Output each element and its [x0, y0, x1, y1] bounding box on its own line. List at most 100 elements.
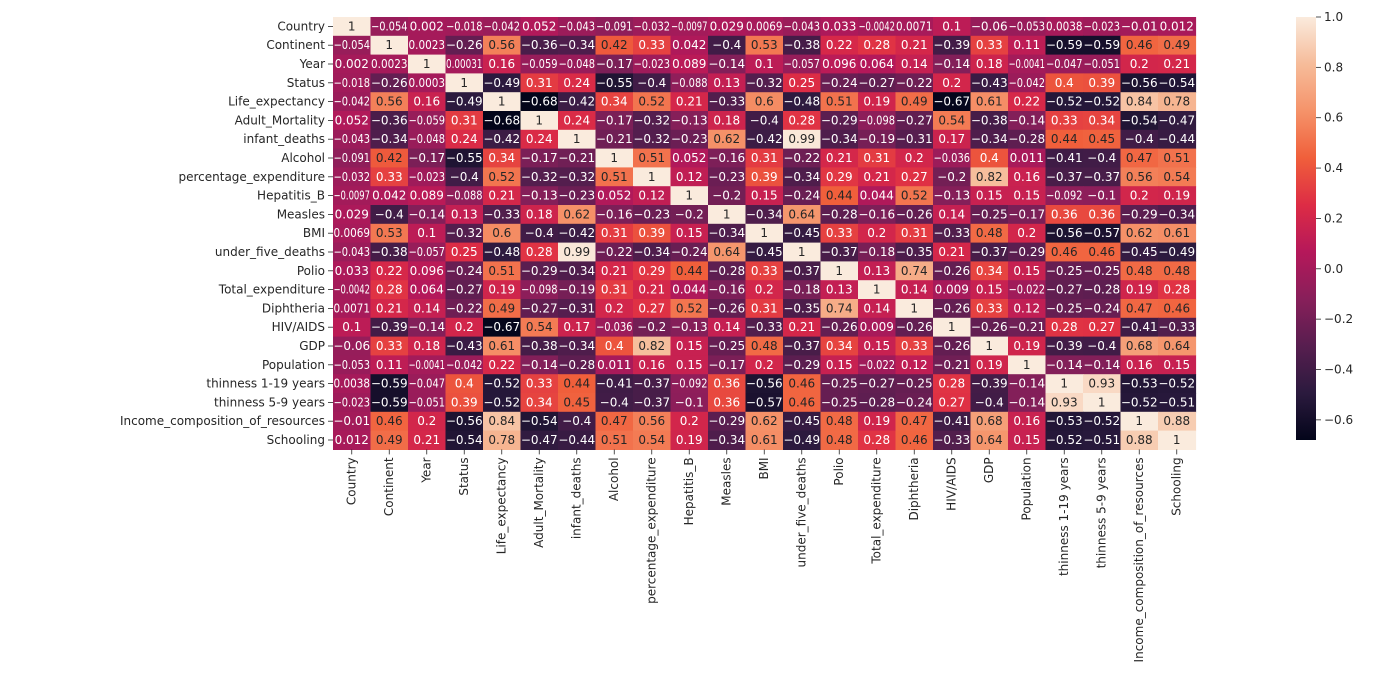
- cell-value-label: 0.033: [335, 264, 369, 278]
- cell-value-label: −0.41: [933, 414, 970, 428]
- cell-value-label: −0.054: [371, 19, 408, 33]
- cell-value-label: 0.24: [451, 132, 478, 146]
- heatmap-cell-country-measles: [708, 17, 747, 37]
- heatmap-cell-hiv-aids-continent: [370, 317, 409, 338]
- heatmap-cell-schooling-polio: [820, 430, 859, 450]
- cell-value-label: 0.46: [901, 433, 928, 447]
- cell-value-label: 0.34: [601, 95, 628, 109]
- cell-value-label: 0.4: [1055, 76, 1074, 90]
- heatmap-cell-country-diphtheria: [895, 17, 934, 37]
- colorbar-tick-label: 0.0: [1324, 262, 1343, 276]
- heatmap-cell-life-expectancy-continent: [370, 92, 409, 112]
- cell-value-label: 0.34: [826, 339, 853, 353]
- cell-value-label: −0.34: [821, 132, 858, 146]
- y-tick-label-population: Population: [262, 358, 325, 372]
- heatmap-cell-schooling-continent: [370, 430, 409, 450]
- heatmap-cell-population-schooling: [1158, 355, 1197, 375]
- cell-value-label: 0.0003: [409, 76, 446, 90]
- cell-value-label: 0.51: [638, 151, 665, 165]
- cell-value-label: 0.12: [676, 170, 703, 184]
- heatmap-cell-thinness-1-19-years-alcohol: [595, 374, 634, 394]
- heatmap-cell-thinness-1-19-years-hiv-aids: [933, 374, 972, 394]
- cell-value-label: 0.31: [526, 76, 553, 90]
- cell-value-label: −0.17: [708, 358, 745, 372]
- cell-value-label: −0.17: [408, 151, 445, 165]
- heatmap-cell-gdp-population: [1008, 336, 1047, 356]
- heatmap-cell-under-five-deaths-thinness-5-9-years: [1083, 242, 1122, 262]
- heatmap-cell-bmi-percentage-expenditure: [633, 223, 672, 244]
- cell-value-label: −0.043: [559, 19, 596, 33]
- heatmap-cell-percentage-expenditure-schooling: [1158, 167, 1197, 187]
- cell-value-label: 0.64: [788, 207, 815, 221]
- heatmap-cell-hiv-aids-bmi: [745, 317, 784, 338]
- heatmap-cell-hepatitis-b-thinness-1-19-years: [1045, 186, 1084, 206]
- cell-value-label: −0.18: [783, 283, 820, 297]
- heatmap-cell-thinness-1-19-years-thinness-1-19-years: [1045, 374, 1084, 394]
- cell-value-label: −0.54: [1121, 113, 1158, 127]
- cell-value-label: 1: [460, 76, 468, 90]
- heatmap-cell-continent-adult-mortality: [520, 35, 559, 56]
- x-tick-label-percentage-expenditure: percentage_expenditure: [645, 457, 659, 604]
- cell-value-label: −0.14: [1008, 377, 1045, 391]
- cell-value-label: 0.1: [342, 320, 361, 334]
- heatmap-cell-adult-mortality-gdp: [970, 111, 1009, 131]
- cell-value-label: 0.33: [751, 264, 778, 278]
- cell-value-label: 0.93: [1051, 395, 1078, 409]
- cell-value-label: 0.61: [976, 95, 1003, 109]
- cell-value-label: 0.19: [676, 433, 703, 447]
- heatmap-cell-hiv-aids-adult-mortality: [520, 317, 559, 338]
- heatmap-cell-year-life-expectancy: [483, 54, 522, 74]
- heatmap-cell-continent-measles: [708, 35, 747, 56]
- cell-value-label: −0.36: [371, 113, 408, 127]
- cell-value-label: 1: [798, 245, 806, 259]
- heatmap-cell-percentage-expenditure-infant-deaths: [558, 167, 597, 187]
- heatmap-cell-adult-mortality-thinness-5-9-years: [1083, 111, 1122, 131]
- heatmap-cell-life-expectancy-year: [408, 92, 447, 112]
- cell-value-label: −0.043: [334, 245, 371, 259]
- heatmap-cell-country-schooling: [1158, 17, 1197, 37]
- heatmap-cell-measles-adult-mortality: [520, 205, 559, 225]
- cell-value-label: 1: [348, 19, 356, 33]
- cell-value-label: 0.62: [563, 207, 590, 221]
- cell-value-label: −0.28: [558, 358, 595, 372]
- heatmap-cell-percentage-expenditure-under-five-deaths: [783, 167, 822, 187]
- cell-value-label: −0.14: [1008, 113, 1045, 127]
- heatmap-cell-continent-polio: [820, 35, 859, 56]
- cell-value-label: −0.14: [408, 207, 445, 221]
- cell-value-label: −0.16: [858, 207, 895, 221]
- heatmap-cell-hepatitis-b-thinness-5-9-years: [1083, 186, 1122, 206]
- heatmap-cell-polio-gdp: [970, 261, 1009, 281]
- cell-value-label: −0.043: [784, 19, 821, 33]
- heatmap-cell-hepatitis-b-country: [333, 186, 372, 206]
- heatmap-cell-country-continent: [370, 17, 409, 37]
- heatmap-cell-thinness-1-19-years-adult-mortality: [520, 374, 559, 394]
- cell-value-label: 1: [1135, 414, 1143, 428]
- cell-value-label: −0.01: [333, 414, 370, 428]
- cell-value-label: 0.47: [601, 414, 628, 428]
- heatmap-cell-diphtheria-income-composition-of-resources: [1120, 299, 1159, 319]
- heatmap-cell-bmi-bmi: [745, 223, 784, 244]
- heatmap-cell-bmi-thinness-1-19-years: [1045, 223, 1084, 244]
- heatmap-cell-income-composition-of-resources-hepatitis-b: [670, 411, 709, 432]
- cell-value-label: −0.14: [708, 57, 745, 71]
- cell-value-label: 0.51: [601, 170, 628, 184]
- cell-value-label: 0.31: [451, 113, 478, 127]
- heatmap-cell-gdp-hepatitis-b: [670, 336, 709, 356]
- heatmap-cell-adult-mortality-country: [333, 111, 372, 131]
- heatmap-cell-thinness-1-19-years-population: [1008, 374, 1047, 394]
- cell-value-label: −0.42: [483, 132, 520, 146]
- cell-value-label: −0.43: [446, 339, 483, 353]
- heatmap-cell-income-composition-of-resources-gdp: [970, 411, 1009, 432]
- heatmap-cell-country-percentage-expenditure: [633, 17, 672, 37]
- cell-value-label: 0.28: [526, 245, 553, 259]
- heatmap-cell-polio-year: [408, 261, 447, 281]
- heatmap-cell-life-expectancy-country: [333, 92, 372, 112]
- heatmap-cell-diphtheria-adult-mortality: [520, 299, 559, 319]
- heatmap-cell-measles-year: [408, 205, 447, 225]
- heatmap-cell-gdp-thinness-1-19-years: [1045, 336, 1084, 356]
- cell-value-label: −0.27: [1046, 283, 1083, 297]
- heatmap-cell-infant-deaths-under-five-deaths: [783, 129, 822, 150]
- heatmap-cell-year-bmi: [745, 54, 784, 74]
- cell-value-label: 0.012: [335, 433, 369, 447]
- heatmap-cell-adult-mortality-status: [445, 111, 484, 131]
